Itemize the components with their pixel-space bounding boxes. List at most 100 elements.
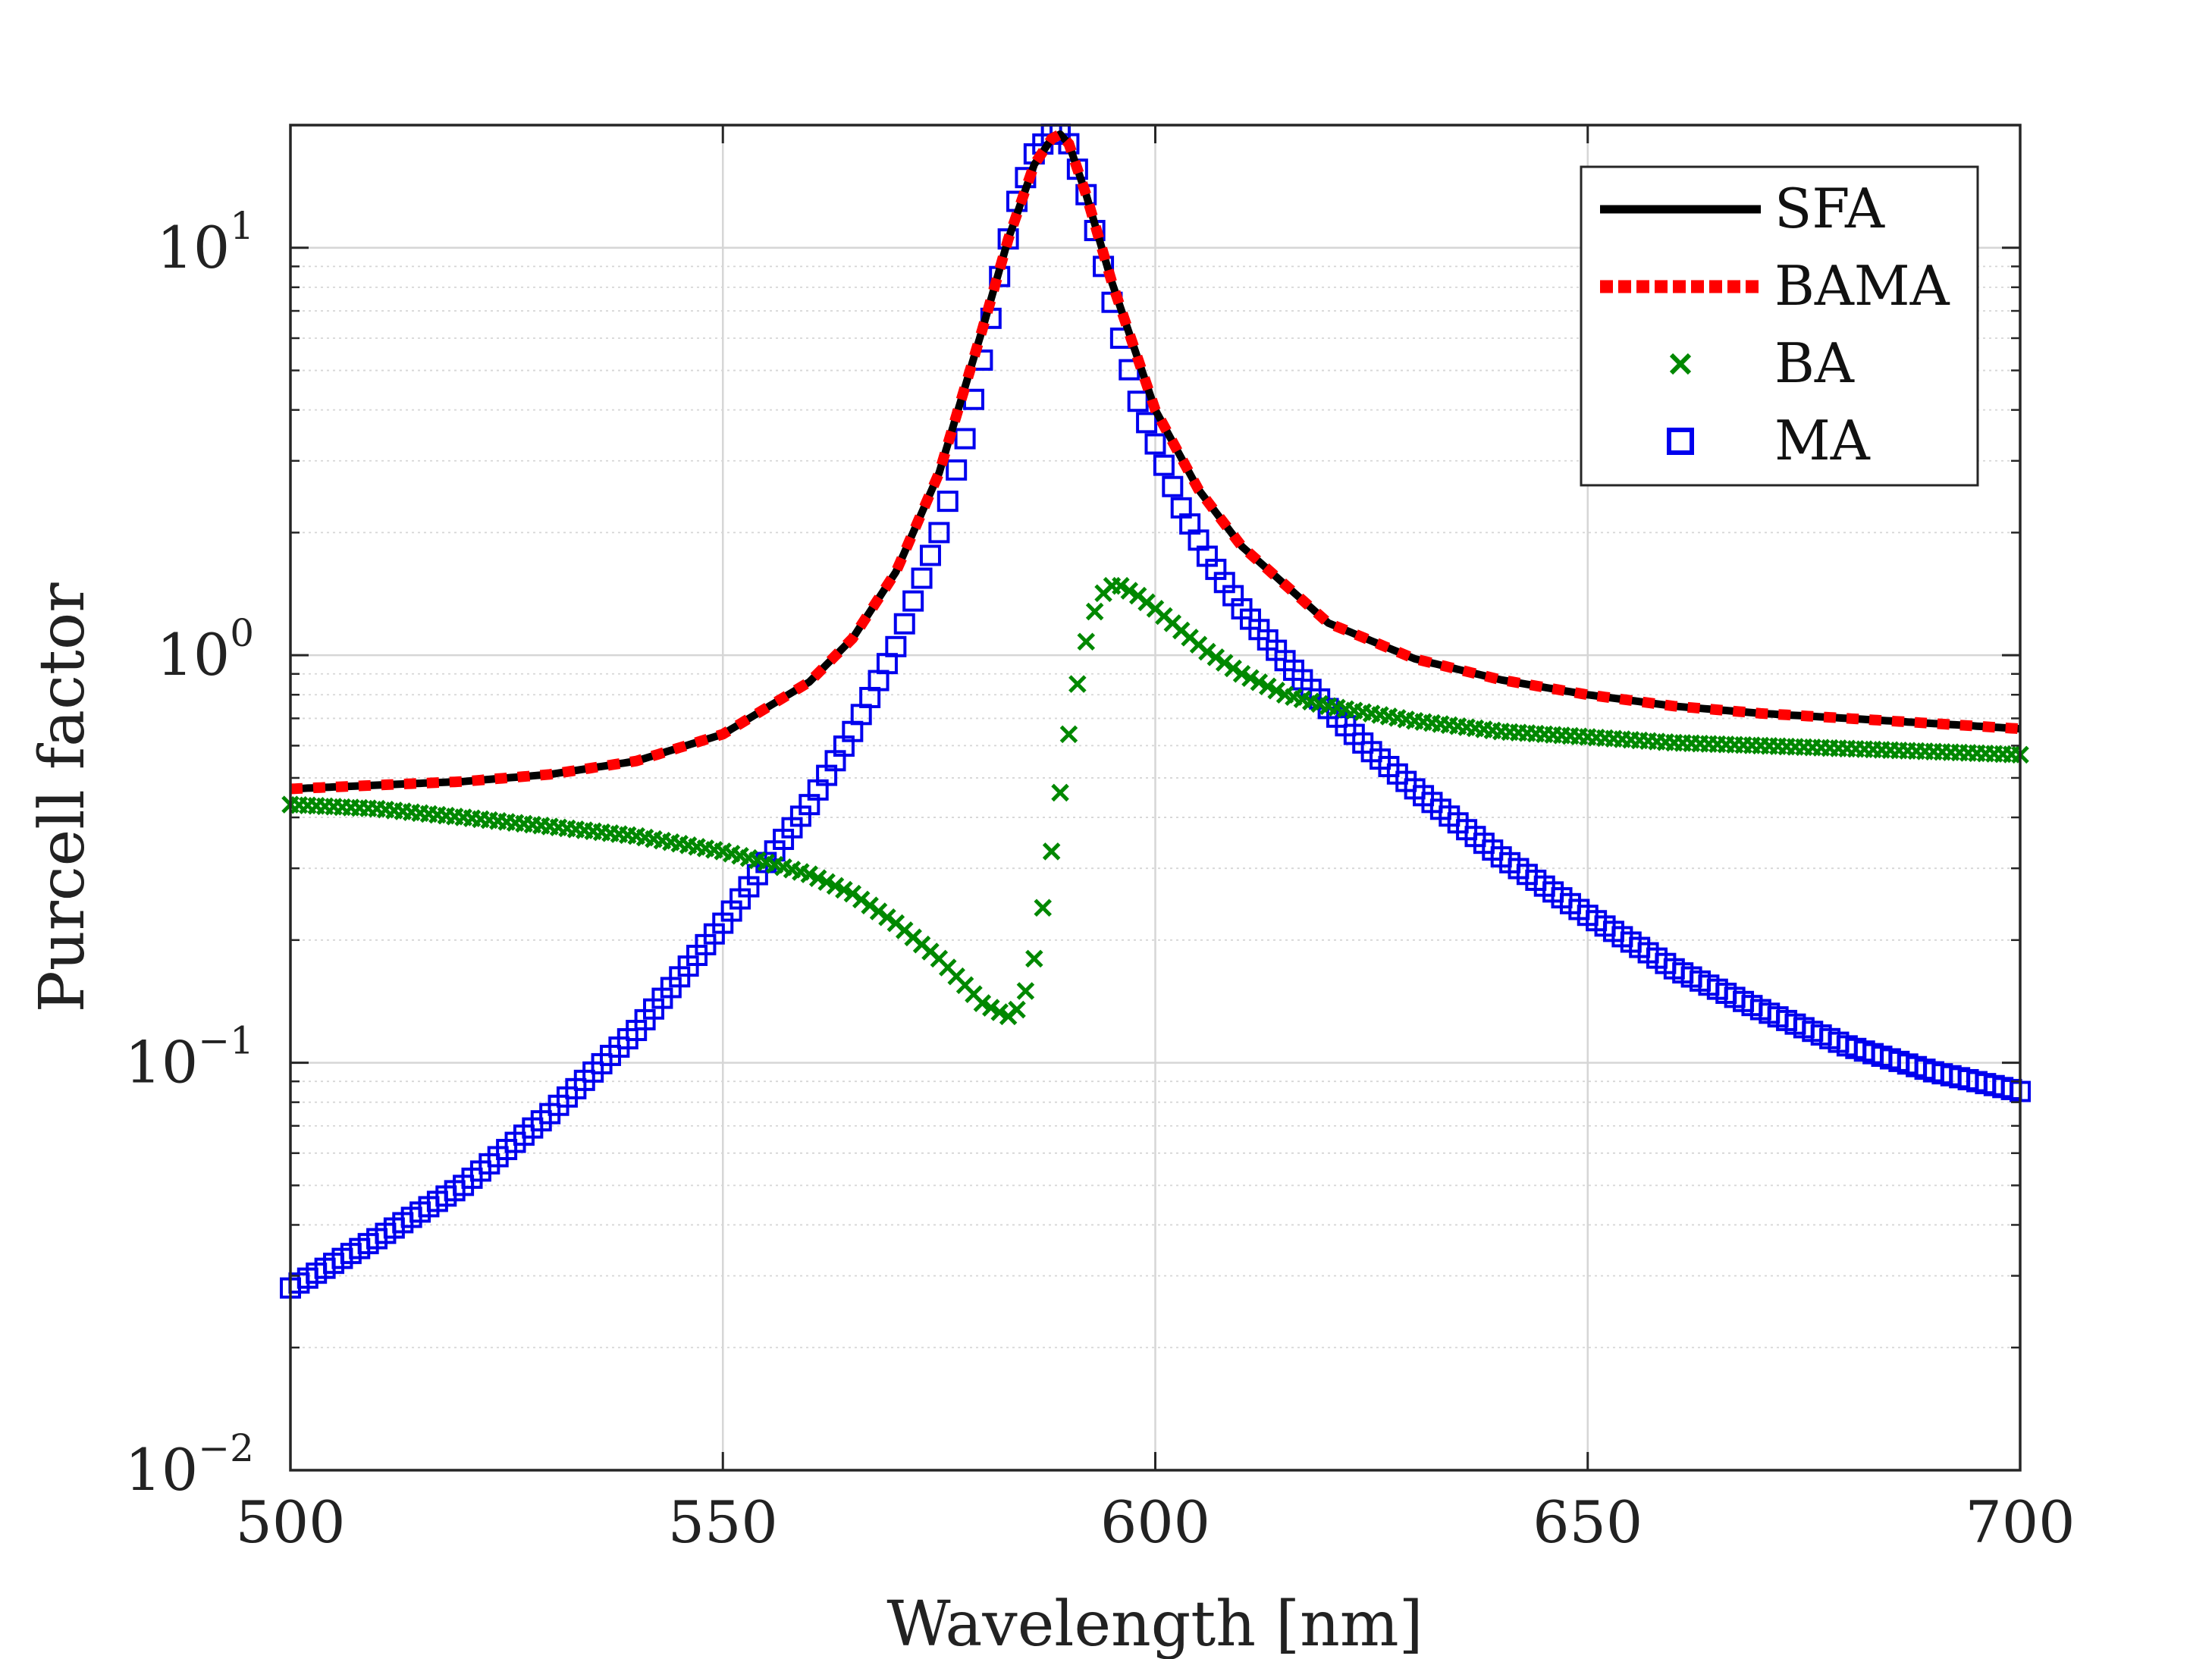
ba-point-stroke-b	[1034, 898, 1053, 917]
ba-point-stroke-b	[1146, 600, 1165, 618]
ba-point-stroke-b	[1042, 842, 1061, 861]
ba-point-stroke-b	[817, 873, 836, 892]
legend-bama-label: BAMA	[1774, 254, 1950, 318]
ba-point	[1112, 576, 1130, 595]
ba-point-stroke-b	[731, 847, 749, 865]
ba-point-stroke-b	[1250, 673, 1269, 692]
ma-point	[1144, 433, 1166, 455]
ba-point	[1077, 632, 1096, 651]
ba-point	[1224, 659, 1242, 678]
ba-point-stroke-b	[1137, 593, 1156, 612]
ba-point-stroke-b	[1163, 614, 1182, 632]
x-axis-label: Wavelength [nm]	[886, 1588, 1423, 1659]
ba-point-stroke-b	[1302, 692, 1320, 711]
ba-point-stroke-b	[1241, 669, 1260, 688]
ba-point-stroke-b	[1215, 654, 1234, 672]
ba-point-stroke-b	[1189, 635, 1208, 654]
ma-point	[1162, 475, 1184, 497]
y-tick-label: 10−1	[125, 1019, 254, 1096]
series-group	[280, 123, 2031, 1299]
ba-point-stroke-b	[861, 896, 879, 914]
ba-point-stroke-b	[965, 985, 983, 1003]
legend-box	[1580, 165, 1979, 487]
ba-point-stroke-b	[930, 949, 949, 968]
axis-ticks: 500 550 600 650 700 101 100 10−1 10−2	[125, 124, 2076, 1556]
ba-point-stroke-b	[688, 838, 706, 856]
ba-point-stroke-b	[835, 880, 853, 899]
ba-point	[1120, 582, 1139, 600]
ba-point-stroke-b	[1181, 629, 1199, 647]
ba-point-stroke-b	[982, 999, 1000, 1017]
x-tick-label: 500	[235, 1488, 345, 1556]
x-tick-label: 600	[1100, 1488, 1210, 1556]
ba-point	[869, 902, 888, 920]
ba-point-stroke-b	[1155, 607, 1173, 626]
ba-point-stroke-b	[1388, 709, 1407, 727]
ba-point-stroke-b	[748, 851, 767, 870]
ba-point-stroke-b	[1172, 621, 1191, 640]
ma-point	[954, 428, 976, 450]
ba-point-stroke-b	[774, 858, 792, 877]
legend-sfa-label: SFA	[1774, 177, 1885, 240]
ma-point	[1136, 412, 1158, 434]
ba-point-stroke-b	[921, 942, 940, 961]
ma-point	[928, 522, 950, 544]
ba-point-stroke-b	[955, 976, 974, 995]
ba-point-stroke-b	[1206, 648, 1225, 666]
ba-point-stroke-b	[886, 914, 905, 933]
ba-point-stroke-b	[869, 902, 888, 920]
ba-point-stroke-b	[1328, 698, 1346, 717]
ba-point-stroke-b	[878, 908, 896, 927]
ba-point-stroke-b	[904, 928, 922, 947]
ba-point-stroke-b	[645, 830, 663, 848]
ma-point	[937, 491, 959, 513]
ba-point-stroke-b	[1379, 707, 1398, 726]
y-tick-label: 10−2	[125, 1426, 254, 1504]
ba-point	[1198, 642, 1216, 661]
ba-point-stroke-b	[1008, 1000, 1026, 1019]
ba-point-stroke-b	[1371, 706, 1389, 724]
ba-point	[1215, 654, 1234, 672]
ba-point-stroke-b	[1362, 704, 1381, 723]
ba-point-stroke-b	[1345, 701, 1363, 720]
ba-point	[1250, 673, 1269, 692]
ma-point	[893, 613, 915, 635]
x-tick-label: 550	[668, 1488, 778, 1556]
y-tick-label: 101	[156, 204, 254, 281]
ba-point-stroke-b	[765, 855, 784, 874]
ba-point	[1241, 669, 1260, 688]
ba-point-stroke-b	[947, 967, 965, 986]
ba-point	[852, 890, 871, 909]
ba-point-stroke-b	[852, 890, 871, 909]
ba-point-stroke-b	[1128, 586, 1147, 605]
ba-point-stroke-b	[826, 877, 845, 895]
ba-point-stroke-b	[635, 828, 654, 847]
ba-point	[1258, 677, 1277, 696]
ba-point-stroke-b	[1310, 695, 1329, 713]
ba-point	[843, 884, 862, 903]
ba-point	[1034, 898, 1053, 917]
ba-point-stroke-b	[843, 884, 862, 903]
ba-point-stroke-b	[696, 839, 715, 858]
ba-point	[1016, 982, 1035, 1000]
ba-point-stroke-b	[808, 869, 827, 887]
ba-point	[861, 896, 879, 914]
legend-ba-marker	[1669, 353, 1692, 375]
ba-point	[1008, 1000, 1026, 1019]
legend-ma-marker	[1667, 428, 1694, 455]
ba-point-stroke-b	[800, 865, 819, 883]
ba-point-stroke-b	[679, 836, 698, 855]
ma-point	[1153, 454, 1175, 476]
y-tick-label: 100	[156, 611, 254, 688]
ma-point	[885, 635, 907, 657]
ba-point-stroke-b	[939, 958, 957, 977]
ba-point-stroke-b	[1258, 677, 1277, 696]
ba-point-stroke-b	[1293, 690, 1312, 709]
ba-point-stroke-b	[1354, 703, 1372, 721]
ba-point-stroke-b	[1025, 949, 1043, 968]
legend-ba-label: BA	[1774, 331, 1855, 395]
ba-point-stroke-b	[1016, 982, 1035, 1000]
ma-point	[946, 459, 968, 481]
ba-point-stroke-b	[912, 935, 931, 954]
